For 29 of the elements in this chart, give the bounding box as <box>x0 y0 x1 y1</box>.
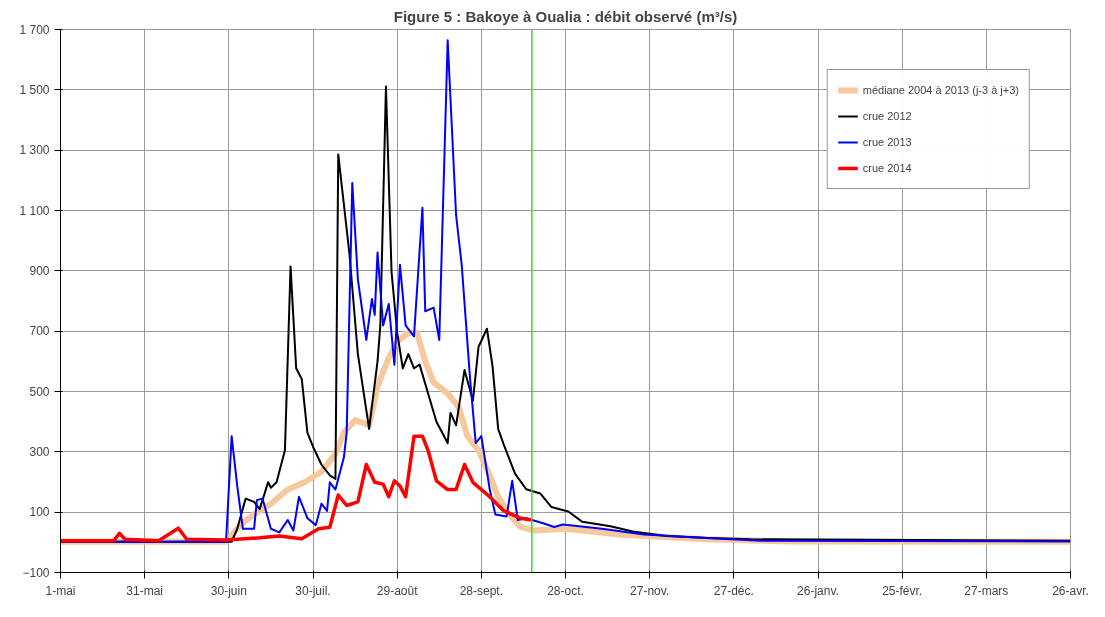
x-tick-label: 31-mai <box>126 583 164 598</box>
x-tick-label: 30-juin <box>210 583 247 598</box>
x-tick-label: 29-août <box>376 583 419 598</box>
legend-label: crue 2012 <box>862 110 912 122</box>
x-tick-label: 28-sept. <box>459 583 504 598</box>
y-tick-label: 700 <box>29 324 50 339</box>
x-tick-label: 25-févr. <box>882 583 923 598</box>
x-tick-label: 1-mai <box>45 583 76 598</box>
line-series <box>60 434 534 543</box>
y-tick-label: 1 100 <box>19 203 50 218</box>
y-tick-label: 500 <box>29 384 50 399</box>
x-tick-label: 28-oct. <box>547 583 584 598</box>
x-tick-label: 27-déc. <box>713 583 754 598</box>
x-tick-label: 27-mars <box>964 583 1009 598</box>
y-tick-label: 300 <box>29 444 50 459</box>
x-tick-label: 27-nov. <box>630 583 670 598</box>
x-tick-label: 26-janv. <box>797 583 839 598</box>
y-tick-label: 100 <box>29 505 50 520</box>
y-tick-label: 900 <box>29 263 50 278</box>
y-tick-label: −100 <box>22 565 50 580</box>
legend-label: médiane 2004 à 2013 (j-3 à j+3) <box>862 84 1019 96</box>
y-tick-label: 1 500 <box>19 82 50 97</box>
y-tick-label: 1 300 <box>19 143 50 158</box>
chart-title: Figure 5 : Bakoye à Oualia : débit observé (m³/s) <box>393 7 738 25</box>
x-tick-label: 30-juil. <box>295 583 331 598</box>
legend-label: crue 2013 <box>862 136 912 148</box>
x-tick-label: 26-avr. <box>1052 583 1089 598</box>
y-tick-label: 1 700 <box>19 22 50 37</box>
legend-label: crue 2014 <box>862 162 912 174</box>
